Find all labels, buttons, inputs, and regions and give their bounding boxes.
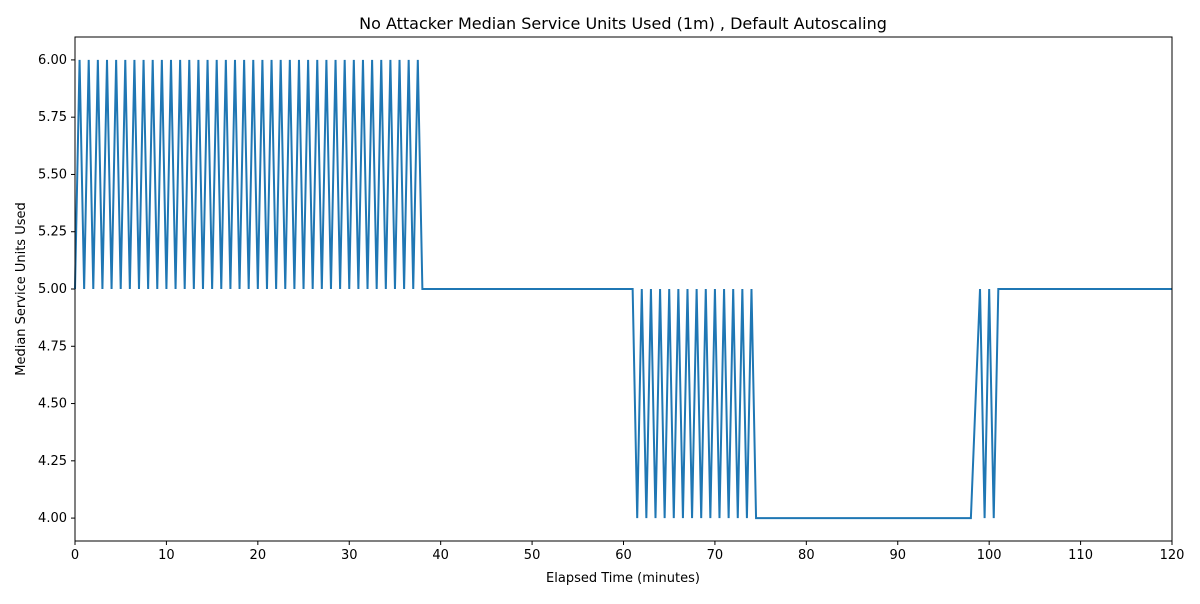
x-tick-label: 30 xyxy=(341,548,358,563)
data-line xyxy=(74,59,1172,520)
y-tick-label: 5.00 xyxy=(38,282,67,297)
x-tick-label: 10 xyxy=(158,548,175,563)
x-tick-label: 120 xyxy=(1160,548,1185,563)
y-tick-label: 4.50 xyxy=(38,397,67,412)
y-tick-label: 4.25 xyxy=(38,454,67,469)
y-tick-label: 5.50 xyxy=(38,167,67,182)
x-tick-label: 40 xyxy=(432,548,449,563)
x-axis-label: Elapsed Time (minutes) xyxy=(546,571,700,586)
y-tick-label: 6.00 xyxy=(38,53,67,68)
x-tick-label: 70 xyxy=(707,548,724,563)
x-tick-label: 100 xyxy=(977,548,1002,563)
y-tick-label: 5.25 xyxy=(38,225,67,240)
x-tick-label: 20 xyxy=(250,548,267,563)
x-tick-label: 60 xyxy=(615,548,632,563)
y-axis-label: Median Service Units Used xyxy=(14,202,29,376)
x-tick-label: 110 xyxy=(1068,548,1093,563)
plot-frame xyxy=(74,36,1173,542)
x-tick-label: 80 xyxy=(798,548,815,563)
x-tick-label: 50 xyxy=(524,548,541,563)
chart-title: No Attacker Median Service Units Used (1… xyxy=(359,14,887,33)
y-tick-label: 4.75 xyxy=(38,339,67,354)
x-tick-label: 90 xyxy=(889,548,906,563)
y-tick-label: 5.75 xyxy=(38,110,67,125)
y-tick-label: 4.00 xyxy=(38,511,67,526)
x-tick-label: 0 xyxy=(71,548,79,563)
